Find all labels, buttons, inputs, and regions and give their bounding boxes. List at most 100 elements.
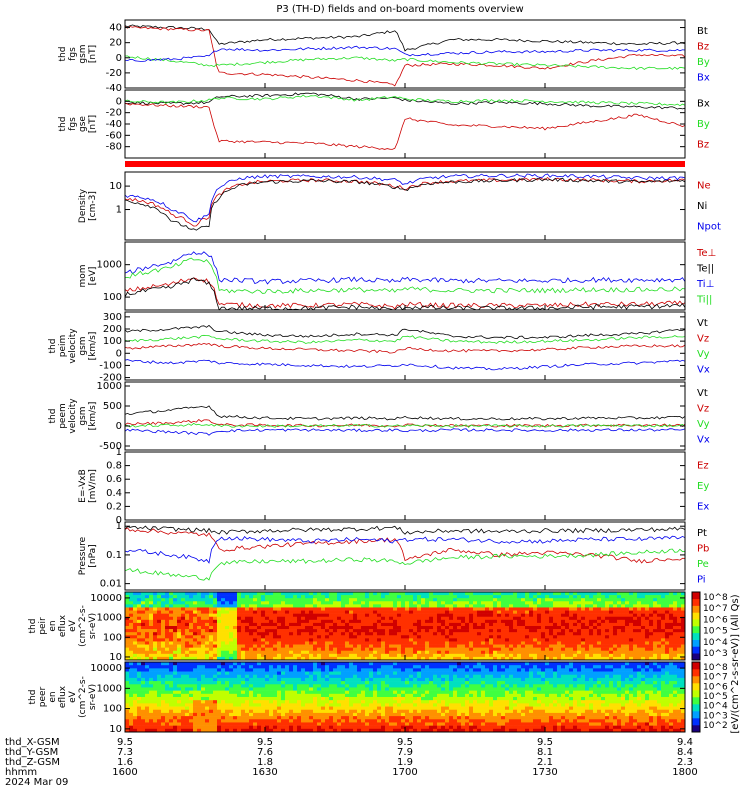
spectrogram-cell: [433, 641, 438, 645]
spectrogram-cell: [337, 619, 342, 624]
spectrogram-cell: [309, 709, 314, 714]
spectrogram-cell: [489, 641, 494, 645]
spectrogram-cell: [369, 647, 374, 652]
spectrogram-cell: [585, 607, 590, 611]
spectrogram-cell: [517, 616, 522, 621]
spectrogram-cell: [253, 668, 258, 672]
spectrogram-cell: [301, 709, 306, 714]
spectrogram-cell: [165, 638, 170, 642]
spectrogram-cell: [353, 641, 358, 645]
spectrogram-cell: [261, 719, 266, 723]
spectrogram-cell: [521, 656, 526, 661]
spectrogram-cell: [361, 632, 366, 636]
spectrogram-cell: [245, 681, 250, 685]
spectrogram-cell: [637, 647, 642, 652]
spectrogram-cell: [441, 622, 446, 627]
spectrogram-cell: [405, 709, 410, 714]
spectrogram-cell: [177, 629, 182, 633]
spectrogram-cell: [401, 616, 406, 621]
spectrogram-cell: [533, 626, 538, 630]
spectrogram-cell: [361, 601, 366, 605]
spectrogram-cell: [349, 595, 354, 599]
spectrogram-cell: [161, 601, 166, 605]
spectrogram-cell: [453, 650, 458, 655]
spectrogram-cell: [145, 610, 150, 614]
spectrogram-cell: [677, 616, 682, 621]
spectrogram-cell: [289, 690, 294, 695]
spectrogram-cell: [317, 622, 322, 627]
spectrogram-cell: [249, 610, 254, 614]
spectrogram-cell: [549, 616, 554, 621]
spectrogram-cell: [353, 716, 358, 720]
spectrogram-cell: [537, 632, 542, 636]
spectrogram-cell: [257, 706, 262, 711]
spectrogram-cell: [373, 674, 378, 679]
spectrogram-cell: [229, 712, 234, 717]
spectrogram-cell: [401, 604, 406, 608]
spectrogram-cell: [249, 697, 254, 701]
y-axis-label: E=-VxB: [78, 469, 88, 503]
spectrogram-cell: [125, 613, 130, 618]
spectrogram-cell: [293, 690, 298, 695]
spectrogram-cell: [365, 650, 370, 655]
spectrogram-cell: [185, 697, 190, 701]
spectrogram-cell: [141, 622, 146, 627]
spectrogram-cell: [469, 641, 474, 645]
spectrogram-cell: [561, 601, 566, 605]
spectrogram-cell: [169, 613, 174, 618]
spectrogram-cell: [193, 719, 198, 723]
spectrogram-cell: [441, 638, 446, 642]
spectrogram-cell: [649, 632, 654, 636]
spectrogram-cell: [269, 607, 274, 611]
spectrogram-cell: [333, 635, 338, 639]
series-line-By: [124, 55, 686, 71]
spectrogram-cell: [577, 604, 582, 608]
spectrogram-cell: [557, 641, 562, 645]
spectrogram-cell: [317, 641, 322, 645]
spectrogram-cell: [193, 641, 198, 645]
spectrogram-cell: [189, 656, 194, 661]
spectrogram-cell: [189, 629, 194, 633]
spectrogram-cell: [377, 632, 382, 636]
spectrogram-cell: [149, 681, 154, 685]
spectrogram-cell: [529, 601, 534, 605]
spectrogram-cell: [301, 595, 306, 599]
spectrogram-cell: [293, 656, 298, 661]
spectrogram-cell: [565, 653, 570, 658]
spectrogram-cell: [313, 626, 318, 630]
spectrogram-cell: [649, 622, 654, 627]
spectrogram-cell: [373, 598, 378, 602]
spectrogram-cell: [317, 601, 322, 605]
spectrogram-cell: [393, 632, 398, 636]
spectrogram-cell: [329, 662, 334, 666]
spectrogram-cell: [261, 668, 266, 672]
spectrogram-cell: [133, 684, 138, 688]
spectrogram-cell: [369, 641, 374, 645]
spectrogram-cell: [377, 706, 382, 711]
spectrogram-cell: [217, 641, 222, 645]
spectrogram-cell: [341, 684, 346, 688]
spectrogram-cell: [381, 647, 386, 652]
spectrogram-cell: [129, 647, 134, 652]
spectrogram-cell: [341, 598, 346, 602]
spectrogram-cell: [393, 604, 398, 608]
spectrogram-cell: [373, 641, 378, 645]
spectrogram-cell: [233, 632, 238, 636]
spectrogram-cell: [385, 650, 390, 655]
spectrogram-cell: [333, 706, 338, 711]
spectrogram-cell: [321, 622, 326, 627]
spectrogram-cell: [157, 700, 162, 704]
spectrogram-cell: [261, 716, 266, 720]
y-axis-label: [cm-3]: [88, 191, 98, 221]
spectrogram-cell: [633, 647, 638, 652]
spectrogram-cell: [509, 644, 514, 648]
spectrogram-cell: [181, 635, 186, 639]
spectrogram-cell: [261, 610, 266, 614]
spectrogram-cell: [217, 706, 222, 711]
spectrogram-cell: [277, 716, 282, 720]
spectrogram-cell: [541, 644, 546, 648]
spectrogram-cell: [413, 668, 418, 672]
spectrogram-cell: [453, 656, 458, 661]
spectrogram-cell: [229, 613, 234, 618]
